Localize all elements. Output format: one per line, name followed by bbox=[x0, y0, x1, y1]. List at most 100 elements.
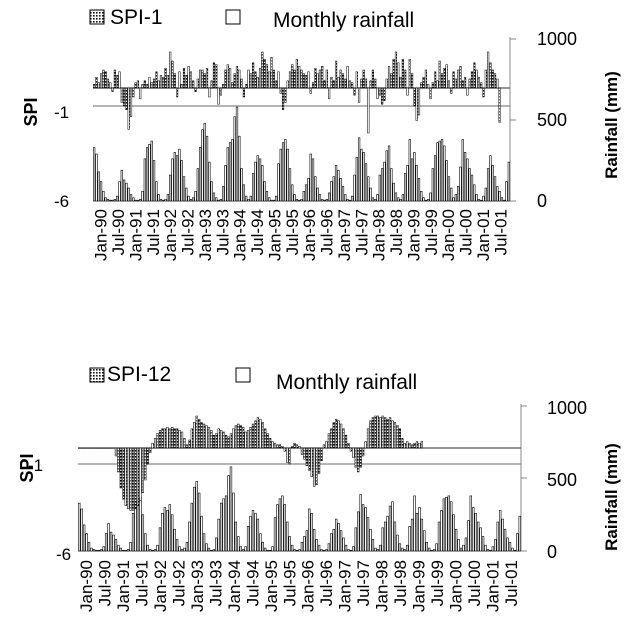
rainfall-bar bbox=[357, 137, 361, 202]
rainfall-bar bbox=[217, 199, 220, 202]
rainfall-bar bbox=[436, 142, 439, 202]
spi-bar bbox=[475, 69, 478, 89]
rainfall-bar bbox=[199, 147, 202, 202]
rainfall-bar bbox=[222, 498, 225, 552]
rainfall-bar bbox=[507, 161, 510, 202]
rainfall-bar bbox=[332, 528, 335, 552]
rainfall-bar bbox=[516, 533, 519, 552]
spi-bar bbox=[346, 66, 349, 89]
spi-bar bbox=[302, 73, 305, 89]
spi-bar bbox=[386, 418, 389, 449]
rainfall-bar bbox=[357, 511, 360, 552]
spi-bar bbox=[362, 447, 365, 457]
spi-bar bbox=[315, 447, 318, 486]
spi-bar bbox=[379, 417, 382, 449]
spi-bar bbox=[173, 428, 176, 449]
spi-bar bbox=[217, 87, 220, 105]
rainfall-bar bbox=[183, 547, 186, 552]
rainfall-bar bbox=[220, 502, 223, 552]
spi-bar bbox=[235, 66, 239, 89]
rainfall-bar bbox=[467, 520, 470, 552]
spi-bar bbox=[176, 87, 179, 98]
rainfall-bar bbox=[452, 197, 455, 202]
spi-bar bbox=[122, 447, 125, 500]
rainfall-bar bbox=[178, 148, 181, 202]
spi-bar bbox=[149, 447, 152, 454]
rainfall-bar bbox=[251, 173, 255, 202]
spi-bar bbox=[330, 428, 333, 449]
spi-bar bbox=[332, 422, 335, 449]
rainfall-bar bbox=[139, 199, 142, 202]
rainfall-bar bbox=[275, 195, 278, 202]
rainfall-bar bbox=[217, 518, 220, 552]
spi-bar bbox=[393, 422, 397, 449]
spi-bar bbox=[134, 82, 137, 89]
rainfall-bar bbox=[122, 179, 126, 202]
rainfall-bar bbox=[475, 194, 478, 202]
rainfall-bar bbox=[423, 530, 426, 552]
spi-bar bbox=[102, 69, 105, 89]
spi-bar bbox=[276, 444, 279, 449]
x-tick-label: Jul-96 bbox=[318, 209, 337, 255]
spi-bar bbox=[148, 76, 151, 89]
spi-bar bbox=[293, 442, 296, 449]
spi-bar bbox=[291, 64, 294, 89]
spi-bar bbox=[265, 64, 269, 89]
rainfall-bar bbox=[347, 549, 350, 552]
spi-bar bbox=[328, 87, 331, 100]
spi-bar bbox=[325, 441, 328, 449]
legend: SPI-12 Monthly rainfall bbox=[89, 363, 417, 394]
rainfall-bar bbox=[390, 168, 393, 202]
rainfall-bars bbox=[93, 106, 510, 202]
rainfall-bar bbox=[330, 181, 333, 202]
chart-spi-1: SPI-1 Monthly rainfall -1 -6 SPI 1000 50… bbox=[21, 6, 621, 261]
spi-bar bbox=[318, 69, 322, 89]
spi-bars bbox=[78, 415, 423, 511]
spi-bar bbox=[311, 82, 315, 89]
spi-bar bbox=[144, 447, 147, 481]
rainfall-bar bbox=[166, 194, 170, 202]
rainfall-bar bbox=[122, 549, 125, 552]
rainfall-bar bbox=[396, 534, 399, 552]
rainfall-bar bbox=[473, 184, 476, 202]
rainfall-bar bbox=[371, 197, 375, 202]
spi-bar bbox=[264, 428, 267, 449]
x-tick-label: Jan-92 bbox=[151, 560, 170, 612]
rainfall-bar bbox=[82, 524, 86, 552]
rainfall-bar bbox=[427, 199, 430, 202]
x-tick-label: Jan-90 bbox=[92, 209, 111, 261]
rainfall-bar bbox=[415, 512, 419, 552]
rainfall-bar bbox=[352, 546, 355, 552]
rainfall-bar bbox=[112, 534, 115, 552]
spi-bar bbox=[359, 447, 362, 468]
spi-bar bbox=[271, 441, 274, 449]
rainfall-bar bbox=[344, 544, 348, 552]
spi-bar bbox=[266, 433, 269, 449]
rainfall-bar bbox=[503, 199, 506, 202]
spi-bar bbox=[171, 426, 174, 449]
rainfall-bar bbox=[242, 549, 245, 552]
spi-bar bbox=[117, 447, 120, 473]
legend-swatch-spi bbox=[89, 367, 105, 383]
rainfall-bar bbox=[272, 199, 275, 202]
rainfall-bar bbox=[386, 515, 389, 552]
spi-bar bbox=[132, 87, 135, 98]
rainfall-bar bbox=[271, 546, 274, 552]
spi-bar bbox=[399, 76, 402, 89]
chart-spi-12: SPI-12 Monthly rainfall -1 -6 SPI 1000 5… bbox=[17, 363, 621, 612]
rainfall-bar bbox=[175, 539, 179, 552]
spi-bar bbox=[406, 441, 409, 449]
x-tick-label: Jul-97 bbox=[352, 209, 371, 255]
legend-label-spi: SPI-1 bbox=[110, 6, 163, 29]
rainfall-bar bbox=[369, 528, 372, 552]
rainfall-bar bbox=[254, 161, 257, 202]
rainfall-bar bbox=[171, 158, 174, 202]
rainfall-bar bbox=[494, 539, 497, 552]
rainfall-bar bbox=[314, 176, 317, 202]
rainfall-bar bbox=[233, 116, 236, 202]
spi-bar bbox=[362, 69, 365, 89]
spi-bar bbox=[491, 69, 494, 89]
spi-bar bbox=[212, 62, 216, 89]
spi-bar bbox=[381, 87, 384, 105]
x-tick-label: Jul-94 bbox=[243, 560, 262, 606]
